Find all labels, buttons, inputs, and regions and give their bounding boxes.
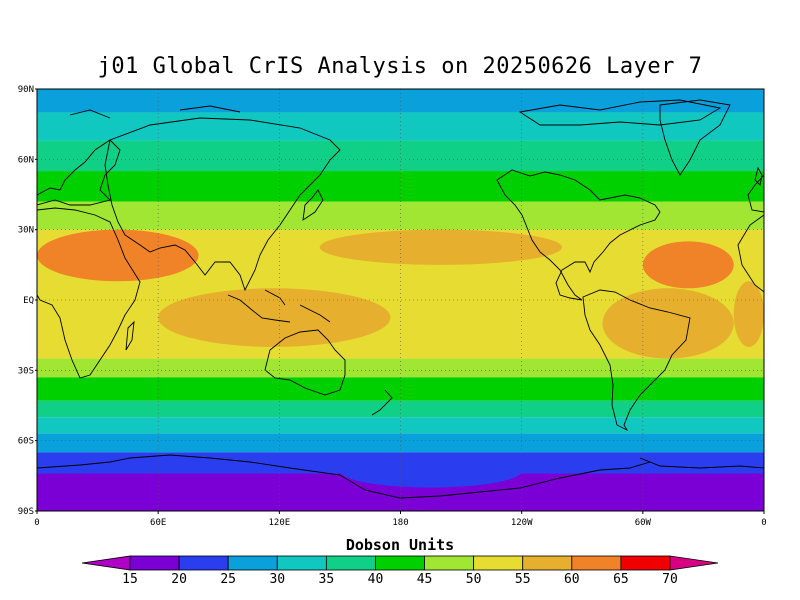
regional-anomaly [733, 281, 764, 347]
lat-tick-label: 90S [18, 507, 34, 517]
arctic-islands-outline [69, 99, 722, 126]
lon-tick-label: 120E [268, 518, 290, 528]
colorbar-tick-label: 45 [417, 572, 433, 587]
lat-tick-label: 60N [18, 155, 34, 165]
africa-outline [37, 207, 141, 379]
colorbar-segment [620, 555, 671, 571]
colorbar-tick-label: 65 [613, 572, 629, 587]
colorbar-tick-label: 55 [515, 572, 531, 587]
regional-anomaly [642, 241, 734, 289]
uk-outline [754, 166, 763, 186]
colorbar-segment [325, 555, 376, 571]
antarctica-outline [37, 454, 764, 499]
colorbar-title: Dobson Units [345, 536, 455, 554]
japan-outline [302, 189, 324, 221]
lon-tick-label: 60W [635, 518, 652, 528]
zonal-band [37, 171, 764, 202]
colorbar-segment [227, 555, 278, 571]
colorbar-min-arrow [81, 555, 131, 571]
lon-tick-label: 60E [150, 518, 166, 528]
lat-tick-label: 60S [18, 437, 34, 447]
lat-tick-label: 90N [18, 85, 34, 95]
lat-tick-label: EQ [23, 296, 34, 306]
ozone-field [37, 89, 764, 511]
asia-outline [104, 117, 341, 292]
regional-anomaly [158, 288, 391, 347]
colorbar-tick-label: 60 [564, 572, 580, 587]
colorbar-segment [473, 555, 524, 571]
lat-tick-label: 30N [18, 226, 34, 236]
regional-anomaly [37, 229, 199, 282]
colorbar-segment [571, 555, 622, 571]
indonesia-outline [227, 289, 331, 323]
zonal-band [37, 89, 764, 113]
colorbar-tick-label: 70 [662, 572, 678, 587]
colorbar-segment [129, 555, 180, 571]
greenland-outline [659, 99, 731, 176]
lon-tick-label: 120W [511, 518, 533, 528]
colorbar-segment [375, 555, 425, 571]
regional-anomaly [319, 229, 563, 265]
colorbar-tick-label: 25 [220, 572, 236, 587]
south-america-outline [582, 289, 691, 432]
colorbar-segment [522, 555, 573, 571]
europe-west-outline [747, 174, 764, 213]
map-title: j01 Global CrIS Analysis on 20250626 Lay… [97, 54, 703, 79]
colorbar-segment [276, 555, 327, 571]
colorbar-tick-label: 15 [122, 572, 138, 587]
madagascar-outline [125, 320, 135, 351]
regional-anomaly [602, 288, 734, 359]
colorbar-tick-label: 30 [269, 572, 285, 587]
colorbar-segment [424, 555, 475, 571]
colorbar-segment [178, 555, 229, 571]
zonal-band [37, 433, 764, 453]
coastlines [37, 99, 764, 499]
lat-tick-label: 30S [18, 366, 34, 376]
colorbar-max-arrow [669, 555, 719, 571]
colorbar-tick-label: 20 [171, 572, 187, 587]
colorbar-tick-label: 35 [319, 572, 335, 587]
australia-outline [264, 329, 346, 396]
zonal-band [37, 201, 764, 230]
zonal-band [37, 358, 764, 378]
europe-outline [37, 139, 121, 206]
regional-anomaly [339, 454, 522, 488]
lon-tick-label: 0 [761, 518, 766, 528]
colorbar-tick-label: 40 [368, 572, 384, 587]
lon-tick-label: 180 [392, 518, 408, 528]
colorbar-tick-label: 50 [466, 572, 482, 587]
north-america-outline [496, 169, 661, 301]
lon-tick-label: 0 [34, 518, 39, 528]
new-zealand-outline [371, 389, 393, 416]
africa-west-outline [737, 214, 764, 293]
colorbar: 15 20 25 30 35 40 45 50 55 60 65 70 [81, 555, 719, 587]
